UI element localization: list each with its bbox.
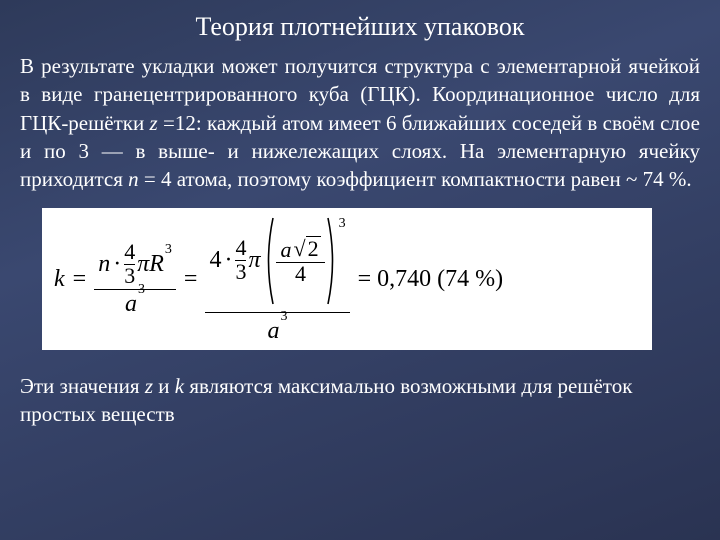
num-n: n — [98, 252, 110, 277]
formula-result: = 0,740 (74 %) — [358, 266, 504, 293]
formula-k: k — [54, 266, 65, 293]
inner-frac: a √ 2 4 — [276, 236, 324, 285]
footer-z: z — [145, 374, 153, 398]
den-a1-cube: 3 — [138, 283, 145, 298]
den-a2: a — [268, 319, 280, 344]
fraction-2-den: a 3 — [264, 315, 292, 344]
num-pi-a: π — [137, 252, 149, 277]
footer-paragraph: Эти значения z и k являются максимально … — [20, 372, 700, 429]
fraction-1: n · 4 3 π R 3 a 3 — [94, 242, 176, 317]
radical-icon: √ — [293, 238, 305, 260]
num-R-cube: 3 — [165, 243, 172, 258]
num2-pi: π — [248, 248, 260, 273]
formula-row: k = n · 4 3 π R 3 a — [54, 216, 640, 344]
body-paragraph: В результате укладки может получится стр… — [20, 52, 700, 194]
fraction-1-num: n · 4 3 π R 3 — [94, 242, 176, 287]
footer-a: Эти значения — [20, 374, 145, 398]
slide-title: Теория плотнейших упаковок — [20, 12, 700, 42]
paren-cube: 3 — [339, 217, 346, 232]
den-a2-cube: 3 — [281, 310, 288, 325]
num-R: R — [149, 252, 164, 277]
sf-num-4b: 4 — [235, 238, 246, 259]
num2-dot: · — [224, 248, 232, 273]
den-a1: a — [125, 292, 137, 317]
right-paren-icon — [325, 216, 339, 306]
formula-box: k = n · 4 3 π R 3 a — [42, 208, 652, 350]
sqrt-group: √ 2 — [293, 236, 320, 261]
equals-1: = — [73, 266, 87, 293]
fraction-1-den: a 3 — [121, 292, 149, 317]
sf-num-4a: 4 — [124, 242, 135, 263]
footer-mid: и — [153, 374, 175, 398]
left-paren-icon — [262, 216, 276, 306]
slide: Теория плотнейших упаковок В результате … — [0, 0, 720, 540]
num-dot: · — [113, 252, 121, 277]
paren-group: a √ 2 4 — [262, 216, 338, 306]
fraction-2: 4 · 4 3 π a — [205, 216, 349, 344]
inner-den-4: 4 — [291, 264, 310, 285]
inner-a: a — [280, 240, 291, 261]
radicand-2: 2 — [306, 236, 321, 261]
equals-2: = — [184, 266, 198, 293]
footer-k: k — [175, 374, 184, 398]
small-frac-4-3-a: 4 3 — [124, 242, 135, 287]
n-symbol: n — [128, 167, 139, 191]
sf-den-3b: 3 — [235, 262, 246, 283]
z-symbol: z — [150, 111, 158, 135]
num2-4: 4 — [209, 248, 221, 273]
small-frac-4-3-b: 4 3 — [235, 238, 246, 283]
para-part-3: = 4 атома, поэтому коэффициент компактно… — [139, 167, 692, 191]
fraction-2-num: 4 · 4 3 π a — [205, 216, 349, 310]
sf-den-3a: 3 — [124, 266, 135, 287]
inner-num: a √ 2 — [276, 236, 324, 261]
